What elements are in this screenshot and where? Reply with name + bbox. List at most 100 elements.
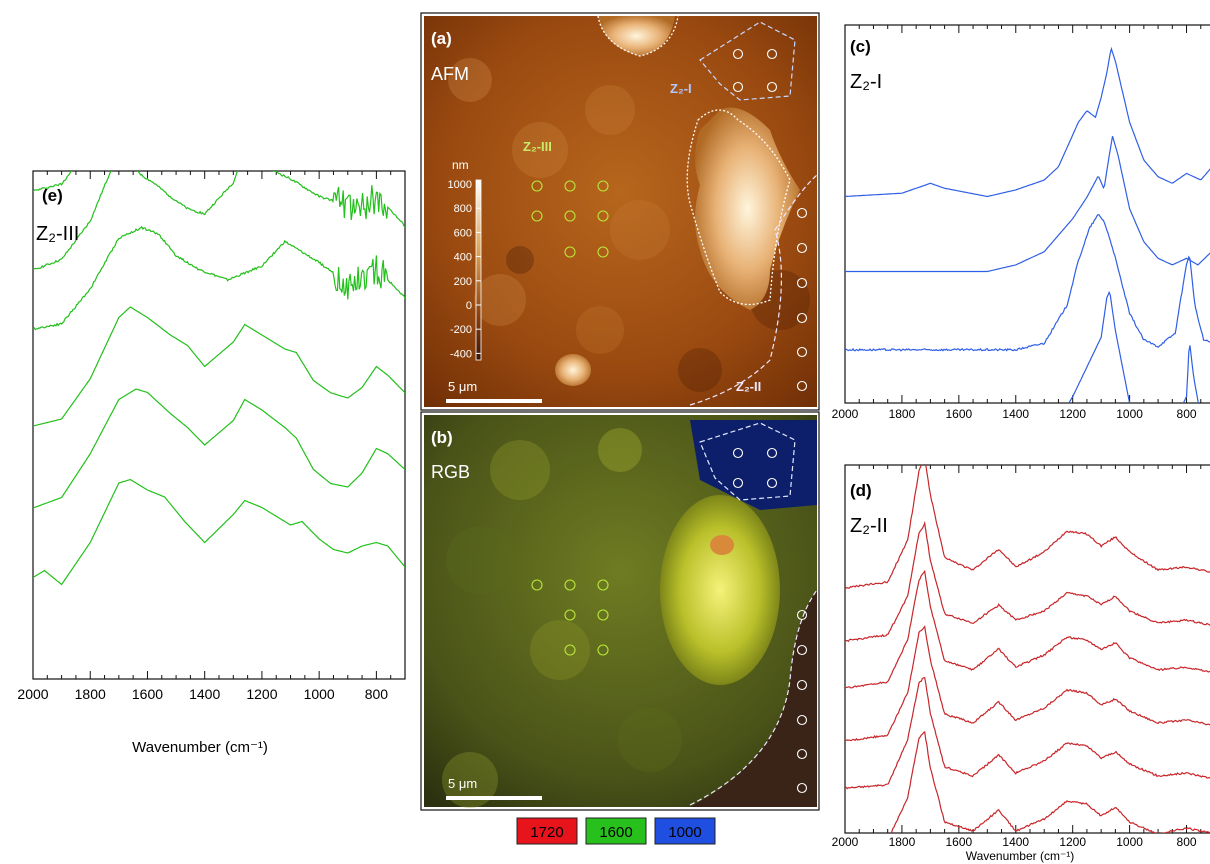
spectrum-line-d-5 — [845, 677, 1210, 790]
panel-a: (a) AFM Z₂-I Z₂-III Z₂-II nm 1000 800 600 4… — [420, 12, 820, 411]
afm-scale-bar-label: 5 μm — [448, 379, 477, 394]
spectrum-line-c-2 — [845, 136, 1210, 273]
x-tick-label: 800 — [1177, 835, 1197, 849]
panel-e-x-axis: 2000 1800 1600 1400 1200 1000 800 — [17, 671, 406, 702]
panel-b: (b) RGB 5 μm — [420, 411, 820, 811]
x-tick-label: 1800 — [889, 407, 916, 421]
panel-e: 2000 1800 1600 1400 1200 1000 800 (e) Z₂-III W… — [17, 170, 406, 756]
panel-d-xlabel: Wavenumber (cm⁻¹) — [966, 849, 1075, 863]
spectrum-line-e-5 — [33, 388, 405, 509]
legend-label-1600: 1600 — [599, 824, 632, 841]
rgb-zone-z2i-outline — [699, 422, 796, 501]
afm-topography-small — [555, 354, 591, 386]
x-tick-label: 800 — [1177, 407, 1197, 421]
rgb-brown-region — [690, 590, 817, 807]
rgb-texture — [442, 428, 682, 808]
spectrum-line-d-4 — [845, 625, 1210, 742]
afm-zone-label-z2ii: Z₂-II — [736, 379, 761, 394]
x-tick-label: 1800 — [75, 686, 106, 702]
panel-a-tag: (a) — [431, 29, 452, 48]
panel-e-frame — [32, 170, 406, 680]
x-tick-label: 1200 — [1059, 407, 1086, 421]
x-tick-label: 1200 — [1059, 835, 1086, 849]
panel-d-top-ticks — [844, 465, 1202, 473]
rgb-z2ii-markers — [796, 609, 808, 794]
panel-b-tag: (b) — [431, 428, 453, 447]
x-tick-label: 1800 — [889, 835, 916, 849]
spectrum-line-e-2 — [33, 171, 405, 270]
spectrum-line-d-1 — [845, 465, 1210, 590]
colorbar-tick-label: 800 — [454, 203, 472, 215]
panel-d-tag: (d) — [850, 481, 872, 500]
legend-label-1000: 1000 — [668, 824, 701, 841]
colorbar-tick-label: 0 — [466, 300, 472, 312]
panel-a-label: AFM — [431, 64, 469, 84]
legend-label-1720: 1720 — [530, 824, 563, 841]
panel-d-x-axis: 2000 1800 1600 1400 1200 1000 800 — [832, 825, 1202, 849]
spectrum-line-e-3 — [33, 225, 405, 331]
x-tick-label: 1000 — [304, 686, 335, 702]
panel-c: 2000 1800 1600 1400 1200 1000 800 (c) Z₂-I — [832, 24, 1210, 421]
panel-d-frame — [844, 464, 1210, 834]
x-tick-label: 2000 — [832, 407, 859, 421]
panel-e-series — [33, 171, 405, 586]
rgb-yellow-region — [660, 495, 780, 685]
panel-d: 2000 1800 1600 1400 1200 1000 800 (d) Z₂-II Wa… — [832, 464, 1210, 863]
x-tick-label: 1600 — [132, 686, 163, 702]
spectrum-line-e-6 — [33, 478, 405, 586]
panel-e-label: Z₂-III — [36, 223, 79, 245]
afm-zone-label-z2iii: Z₂-III — [523, 139, 552, 154]
spectrum-line-c-1 — [845, 46, 1210, 198]
x-tick-label: 1000 — [1116, 407, 1143, 421]
panel-c-x-axis: 2000 1800 1600 1400 1200 1000 800 — [832, 395, 1202, 421]
x-tick-label: 1400 — [1002, 407, 1029, 421]
panel-c-tag: (c) — [850, 37, 871, 56]
afm-topography-high — [695, 107, 800, 310]
legend-swatch-1000 — [654, 817, 716, 845]
legend-swatch-1720 — [516, 817, 578, 845]
afm-colorbar — [475, 179, 482, 361]
rgb-z2i-markers — [732, 447, 778, 489]
afm-zone-z2i-outline — [699, 21, 796, 101]
x-tick-label: 2000 — [832, 835, 859, 849]
panel-e-tag: (e) — [42, 186, 63, 205]
panel-c-series — [845, 46, 1210, 403]
afm-colorbar-ticks: 1000 800 600 400 200 0 -200 -400 — [448, 179, 481, 360]
afm-zone-z2ii-outline — [689, 174, 818, 406]
colorbar-tick-label: -200 — [450, 324, 472, 336]
spectrum-line-c-3 — [845, 214, 1210, 352]
afm-z2ii-markers — [796, 207, 808, 392]
panel-e-top-ticks — [32, 171, 406, 179]
panel-c-frame — [844, 24, 1210, 404]
afm-z2i-markers — [732, 48, 778, 93]
x-tick-label: 1400 — [189, 686, 220, 702]
spectrum-line-d-2 — [845, 520, 1210, 643]
colorbar-tick-label: 600 — [454, 227, 472, 239]
legend-swatch-1600 — [585, 817, 647, 845]
panel-d-label: Z₂-II — [850, 515, 888, 537]
colorbar-tick-label: 1000 — [448, 179, 472, 191]
colorbar-tick-label: 200 — [454, 276, 472, 288]
afm-region-outline — [686, 109, 791, 306]
afm-zone-label-z2i: Z₂-I — [670, 81, 692, 96]
spectrum-line-e-4 — [33, 306, 405, 427]
panel-b-label: RGB — [431, 462, 470, 482]
panel-e-xlabel: Wavenumber (cm⁻¹) — [132, 739, 268, 756]
x-tick-label: 1600 — [945, 835, 972, 849]
afm-top-outline — [597, 15, 679, 57]
x-tick-label: 1600 — [945, 407, 972, 421]
panel-c-label: Z₂-I — [850, 71, 882, 93]
panel-d-series — [845, 465, 1210, 833]
panel-c-top-ticks — [844, 25, 1202, 33]
x-tick-label: 1200 — [246, 686, 277, 702]
x-tick-label: 1000 — [1116, 835, 1143, 849]
spectrum-line-d-3 — [845, 569, 1210, 689]
colorbar-tick-label: -400 — [450, 348, 472, 360]
colorbar-tick-label: 400 — [454, 252, 472, 264]
spectrum-line-d-6 — [890, 731, 1210, 833]
x-tick-label: 800 — [365, 686, 389, 702]
rgb-z2iii-markers — [531, 579, 609, 656]
rgb-scale-bar-label: 5 μm — [448, 776, 477, 791]
afm-colorbar-unit: nm — [452, 158, 469, 172]
afm-z2iii-markers — [531, 180, 609, 258]
